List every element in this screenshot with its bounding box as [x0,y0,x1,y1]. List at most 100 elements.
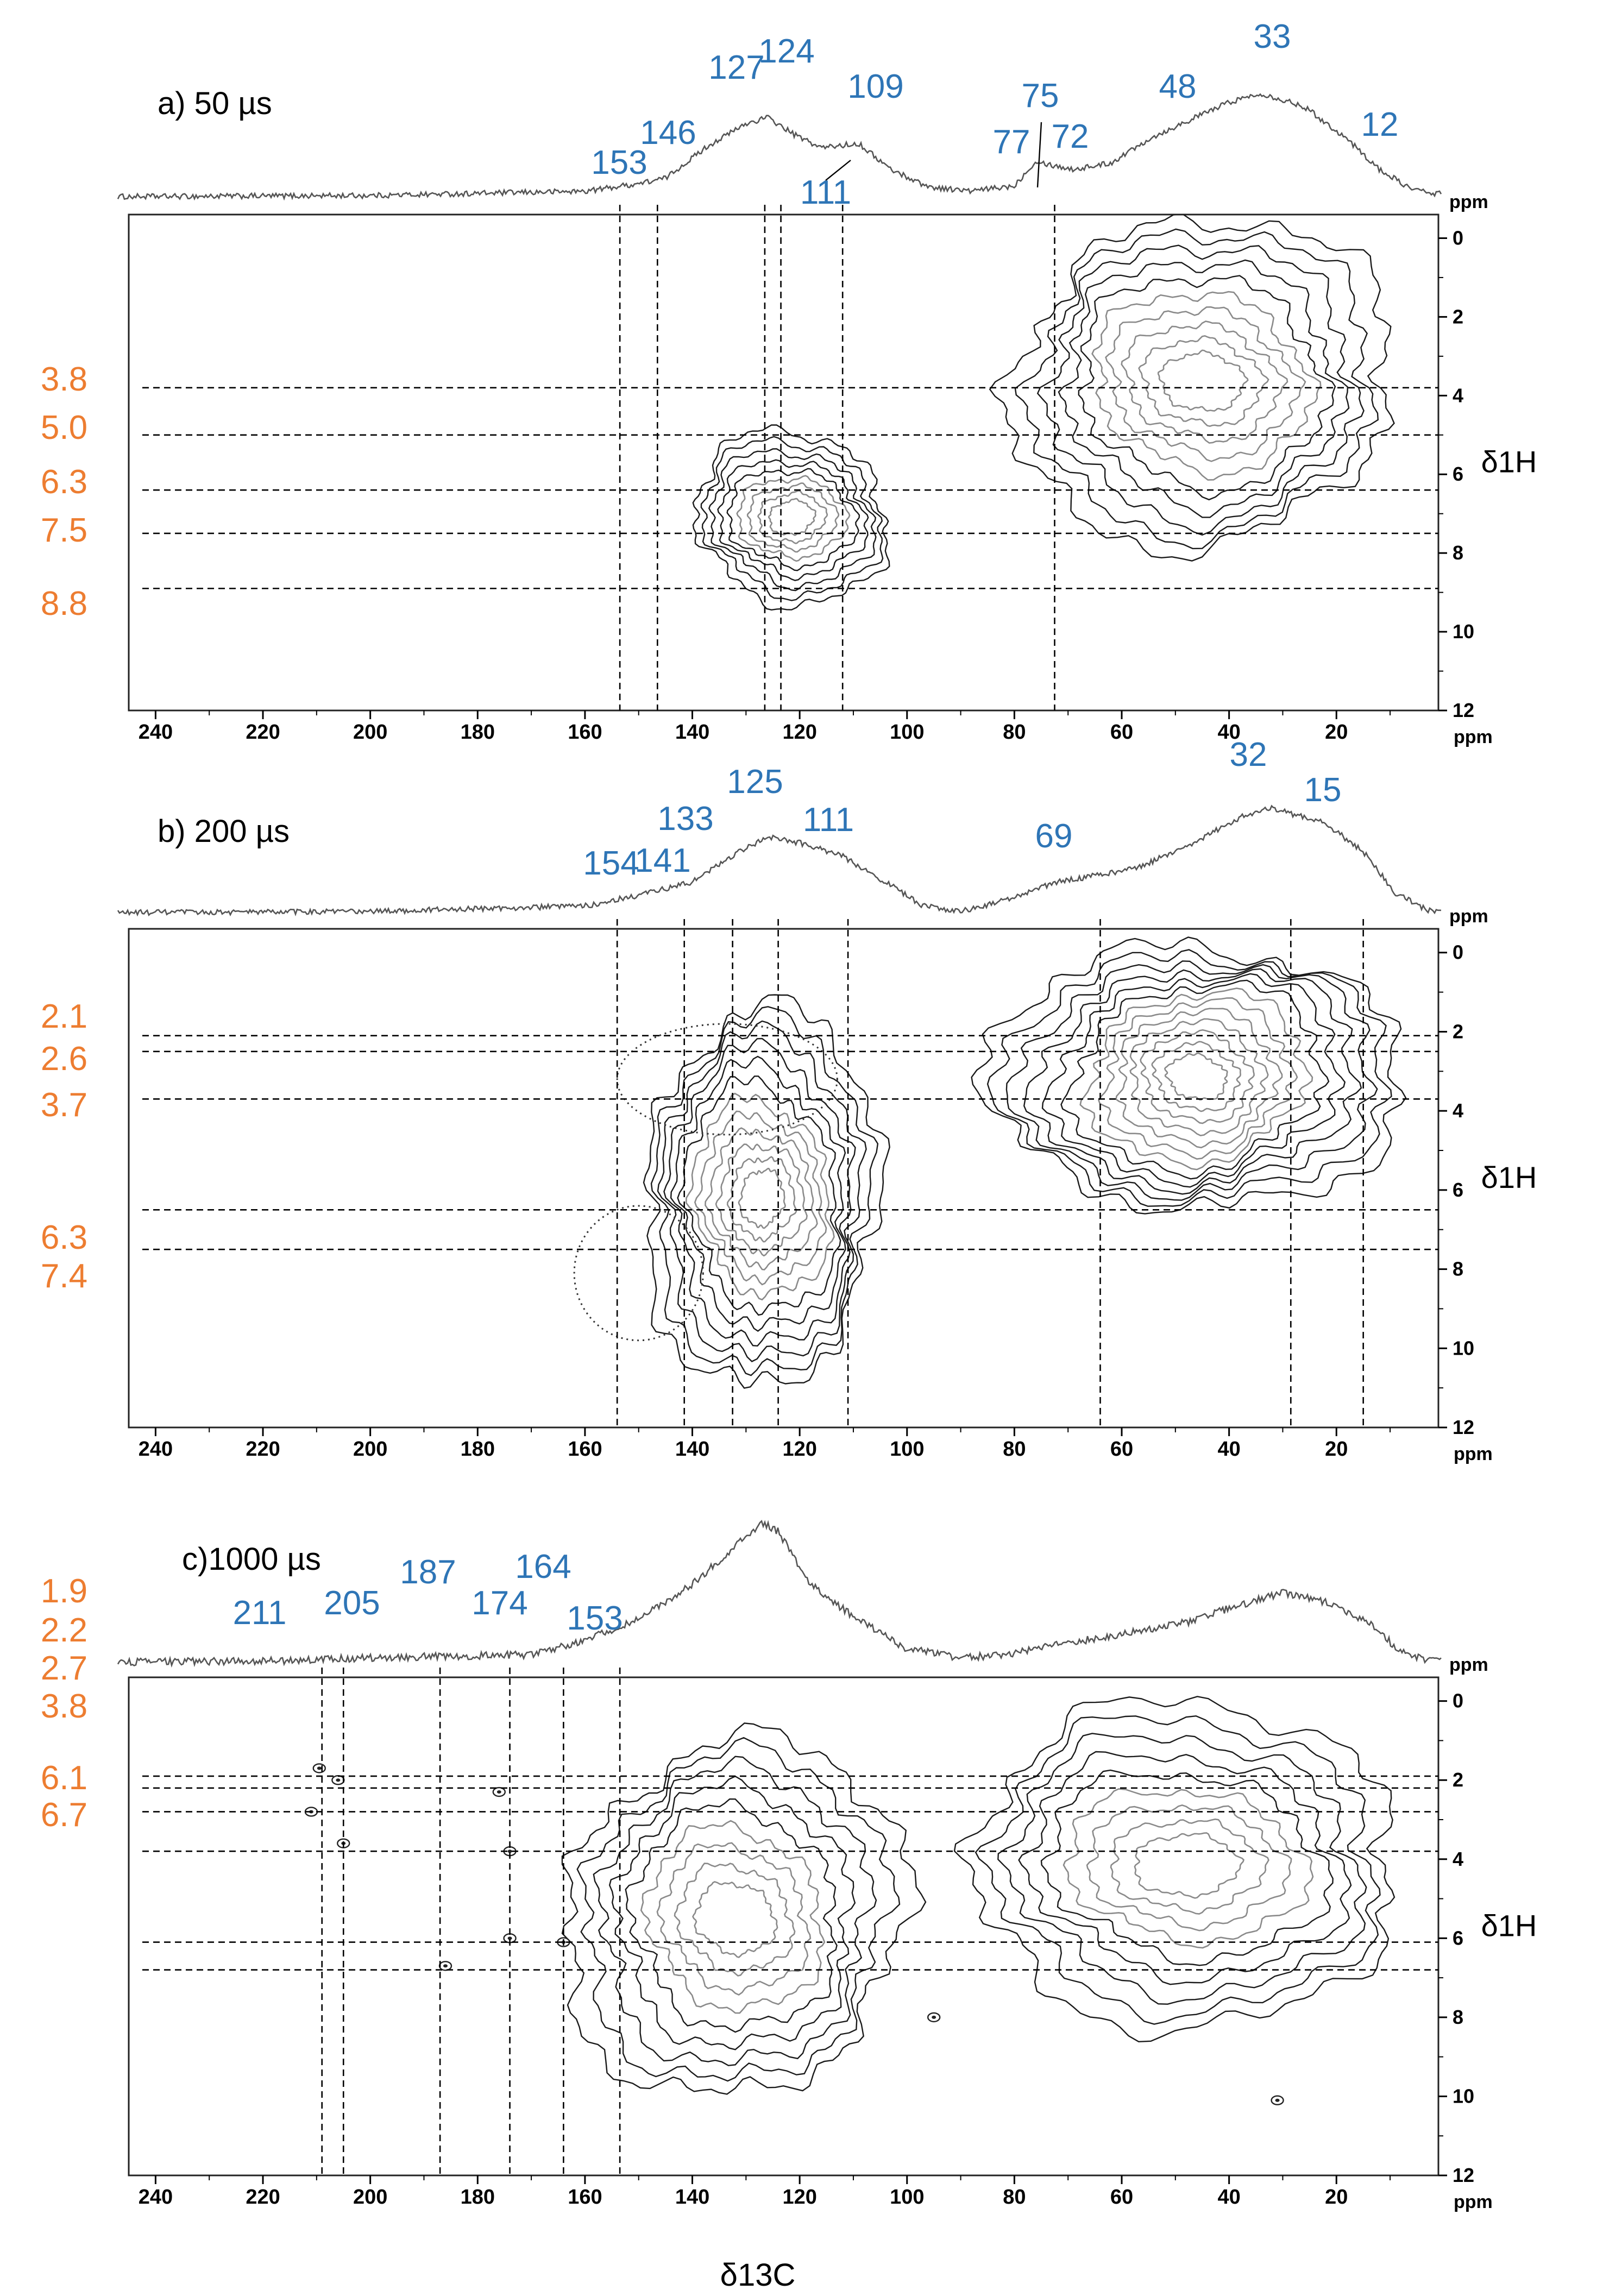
x-tick-label: 100 [890,2186,924,2209]
x-tick-label: 160 [568,721,602,744]
projection-trace [117,1520,1442,1668]
cross-peak-core [443,1964,448,1968]
contour-level [1151,1041,1242,1112]
contour-level [726,1156,797,1243]
x-tick-label: 40 [1217,2186,1240,2209]
cross-peak-core [507,1936,512,1940]
contour-map [643,936,1407,1389]
carbon-peak-label: 109 [847,68,903,105]
projection-trace [117,93,1442,201]
projection-unit: ppm [1449,192,1488,212]
contour-level [608,1775,856,2050]
contour-level [953,1696,1395,2043]
cross-peak [927,2012,941,2023]
carbon-peak-label: 33 [1254,18,1291,55]
y-tick-label: 4 [1453,384,1463,406]
cross-peak [312,1763,326,1773]
contour-level [757,489,828,544]
carbon-peak-label: 77 [993,123,1030,161]
y-tick-label: 8 [1453,2006,1463,2028]
y-tick-label: 12 [1453,2164,1474,2186]
contour-level [625,1798,838,2033]
x-tick-label: 200 [353,721,387,744]
x-tick-label: 140 [675,2186,709,2209]
contour-level [1134,1832,1244,1899]
x-tick-label: 180 [461,721,495,744]
highlight-ellipse [616,1023,838,1136]
carbon-peak-label: 153 [591,144,647,181]
plot-frame [128,1676,1439,2177]
projection-trace [117,804,1442,917]
panel-title: b) 200 µs [158,814,290,849]
y-axis-title: δ1H [1481,1909,1537,1943]
x-axis-title: δ13C [720,2257,796,2293]
cross-peak-core [336,1778,341,1782]
contour-level [1058,259,1350,518]
carbon-peak-label: 48 [1159,68,1197,105]
x-tick-label: 120 [782,1438,816,1461]
carbon-peak-label: 187 [400,1553,456,1591]
proton-peak-label: 8.8 [41,585,87,622]
contour-level [726,468,860,571]
y-tick-label: 8 [1453,1258,1463,1280]
contour-level [593,1756,877,2066]
contour-level [1078,275,1336,501]
contour-level [1121,320,1288,444]
x-tick-label: 180 [461,2186,495,2209]
contour-level [576,1737,901,2082]
carbon-peak-label: 72 [1052,118,1089,155]
x-tick-label: 20 [1325,721,1348,744]
contour-level [705,1127,818,1270]
contour-level [561,1722,927,2095]
peak-leader-line [825,160,851,181]
x-tick-label: 20 [1325,1438,1348,1461]
y-axis-title: δ1H [1481,445,1537,479]
y-tick-label: 6 [1453,1927,1463,1949]
x-tick-label: 60 [1110,721,1133,744]
x-tick-label: 220 [246,2186,280,2209]
carbon-peak-label: 141 [634,842,690,879]
cross-peak [1271,2095,1284,2105]
plot-frame [128,928,1439,1429]
x-tick-label: 120 [782,721,816,744]
carbon-peak-label: 133 [657,800,713,838]
carbon-peak-label: 211 [233,1594,287,1632]
y-tick-label: 0 [1453,941,1463,964]
contour-level [657,1020,867,1362]
contour-level [656,1842,812,1996]
contour-level [685,1092,835,1301]
contour-level [715,1143,808,1257]
x-tick-label: 180 [461,1438,495,1461]
contour-level [1110,1818,1269,1915]
contour-level [1040,1769,1334,1966]
contour-level [1036,244,1365,536]
y-tick-label: 6 [1453,1179,1463,1201]
proton-peak-label: 2.6 [41,1040,87,1078]
contour-level [989,215,1395,562]
x-tick-label: 100 [890,1438,924,1461]
highlight-ellipse [573,1205,704,1342]
contour-level [1014,228,1379,550]
x-axis-unit: ppm [1454,1444,1493,1464]
contour-level [738,1167,786,1229]
contour-map [692,215,1395,611]
contour-level [1091,291,1322,481]
x-tick-label: 80 [1003,721,1026,744]
y-tick-label: 10 [1453,1337,1474,1359]
contour-level [717,459,869,581]
contour-level [736,475,851,562]
y-tick-label: 12 [1453,699,1474,721]
y-tick-label: 12 [1453,1416,1474,1438]
contour-level [1041,973,1346,1188]
y-tick-label: 10 [1453,620,1474,643]
contour-level [663,1037,856,1347]
cross-peak-core [1275,2098,1280,2102]
proton-peak-label: 2.2 [41,1612,87,1649]
contour-level [1023,968,1362,1195]
x-tick-label: 240 [139,2186,173,2209]
x-tick-label: 60 [1110,2186,1133,2209]
y-tick-label: 10 [1453,2085,1474,2107]
contour-level [1164,1052,1228,1101]
x-tick-label: 220 [246,721,280,744]
